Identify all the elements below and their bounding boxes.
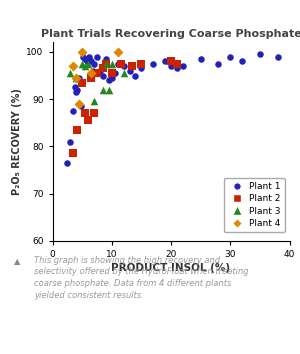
Point xyxy=(240,58,244,64)
Point xyxy=(75,87,80,92)
Y-axis label: P₂O₅ RECOVERY (%): P₂O₅ RECOVERY (%) xyxy=(12,88,22,195)
Point xyxy=(106,87,111,92)
Point xyxy=(109,61,114,67)
Point xyxy=(275,54,280,59)
Point xyxy=(103,56,108,62)
Point xyxy=(80,49,85,55)
Point xyxy=(109,75,114,81)
Point xyxy=(98,68,102,74)
Point xyxy=(86,118,91,123)
Point xyxy=(100,87,105,92)
Point xyxy=(130,63,135,69)
Point xyxy=(100,65,105,71)
Point xyxy=(115,61,120,67)
Point xyxy=(139,65,144,71)
Point xyxy=(79,103,83,109)
Point xyxy=(77,75,82,81)
Point xyxy=(151,61,156,67)
Point xyxy=(88,70,93,76)
Point xyxy=(163,58,167,64)
Point xyxy=(121,63,126,69)
Point xyxy=(198,56,203,62)
Point xyxy=(139,61,144,67)
Point xyxy=(103,61,108,67)
Point xyxy=(85,58,89,64)
Point xyxy=(71,150,76,156)
Point xyxy=(83,63,88,69)
Point xyxy=(74,75,79,81)
Point xyxy=(87,54,92,59)
Point xyxy=(81,54,86,59)
Legend: Plant 1, Plant 2, Plant 3, Plant 4: Plant 1, Plant 2, Plant 3, Plant 4 xyxy=(224,178,285,232)
Point xyxy=(112,70,117,76)
Point xyxy=(133,73,138,78)
Point xyxy=(86,61,91,67)
Point xyxy=(94,70,99,76)
Point xyxy=(169,58,173,64)
Point xyxy=(80,80,85,85)
Point xyxy=(257,51,262,57)
Text: ▲: ▲ xyxy=(14,257,20,266)
Point xyxy=(118,61,123,67)
Point xyxy=(74,75,79,81)
Point xyxy=(121,70,126,76)
Point xyxy=(80,80,85,85)
Point xyxy=(71,63,76,69)
Point xyxy=(106,78,111,83)
Point xyxy=(181,63,185,69)
Title: Plant Trials Recovering Coarse Phosphate: Plant Trials Recovering Coarse Phosphate xyxy=(40,29,300,39)
Point xyxy=(88,58,93,64)
Point xyxy=(73,85,77,90)
Point xyxy=(103,61,108,67)
Point xyxy=(71,108,76,114)
Point xyxy=(100,73,105,78)
Point xyxy=(109,70,114,76)
Point xyxy=(92,110,96,116)
Point xyxy=(90,68,95,74)
Point xyxy=(80,61,85,67)
Point xyxy=(65,160,70,166)
Point xyxy=(86,56,91,62)
Point xyxy=(83,56,88,62)
Point xyxy=(228,54,233,59)
Point xyxy=(83,110,88,116)
Point xyxy=(94,54,99,59)
Point xyxy=(68,70,73,76)
Point xyxy=(92,61,96,67)
Point xyxy=(92,99,96,104)
Point xyxy=(77,101,82,107)
Point xyxy=(74,89,79,95)
Point xyxy=(175,61,179,67)
Point xyxy=(169,63,173,69)
X-axis label: PRODUCT INSOL (%): PRODUCT INSOL (%) xyxy=(111,263,231,273)
Point xyxy=(75,127,80,133)
Point xyxy=(216,61,221,67)
Point xyxy=(175,65,179,71)
Point xyxy=(115,49,120,55)
Text: This graph is showing the high recovery and
selectivity offered by the HydroFloa: This graph is showing the high recovery … xyxy=(34,256,249,300)
Point xyxy=(88,75,93,81)
Point xyxy=(127,68,132,74)
Point xyxy=(68,139,73,144)
